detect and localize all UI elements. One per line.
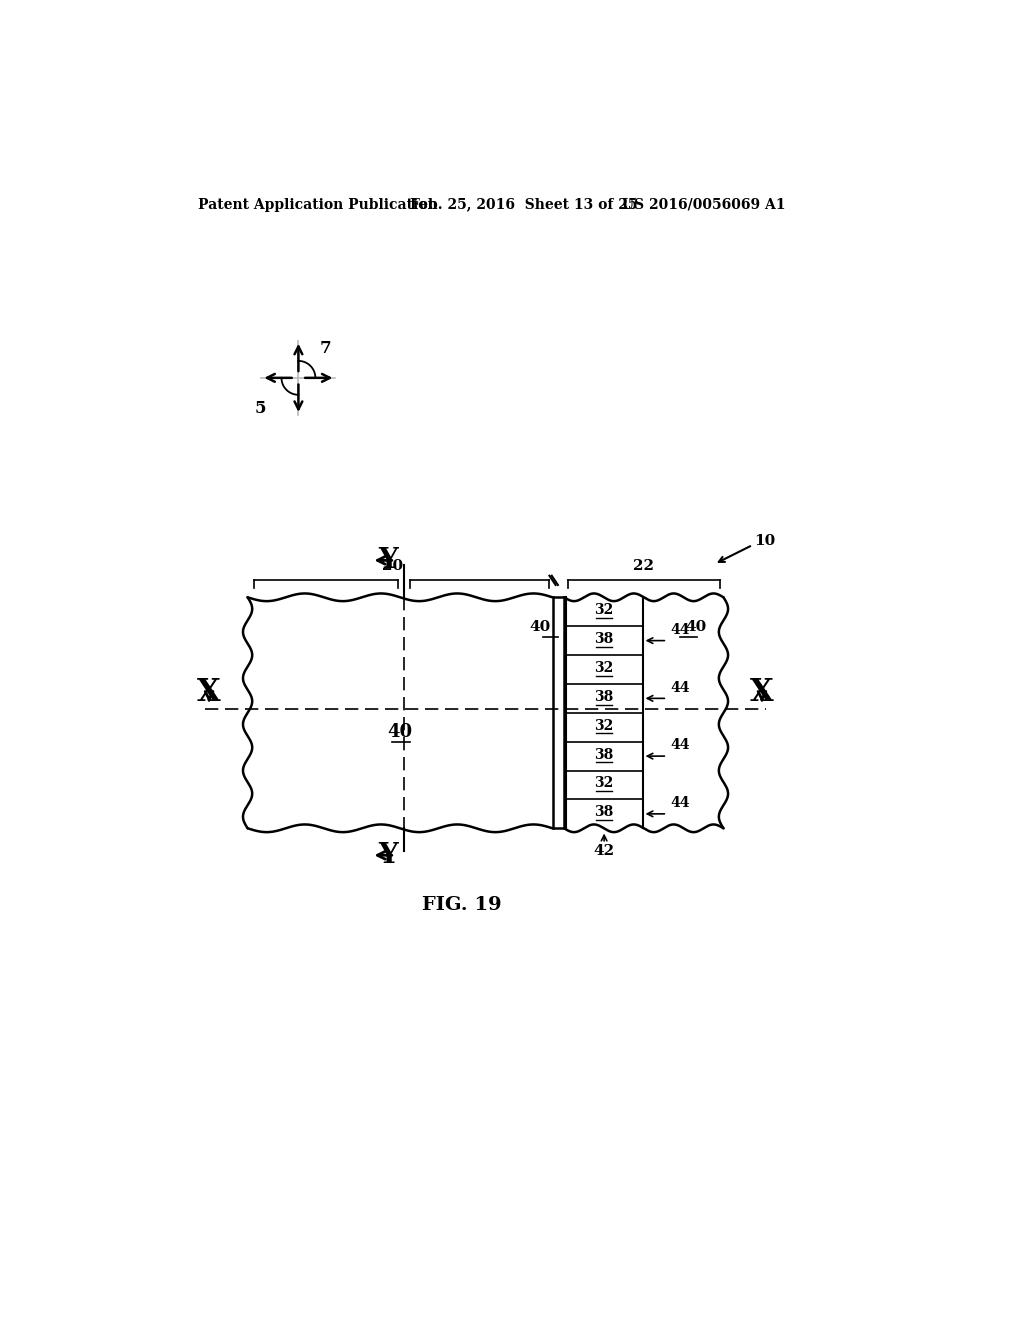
Text: FIG. 19: FIG. 19 <box>422 896 502 915</box>
Text: 10: 10 <box>755 535 775 548</box>
Text: 38: 38 <box>595 690 613 704</box>
Text: 38: 38 <box>595 747 613 762</box>
Text: 40: 40 <box>387 723 413 741</box>
Text: X: X <box>198 677 221 708</box>
Text: 38: 38 <box>595 805 613 820</box>
Text: Y: Y <box>378 842 397 869</box>
Text: 32: 32 <box>595 661 613 675</box>
Text: 20: 20 <box>382 558 402 573</box>
Text: 44: 44 <box>671 738 690 752</box>
Text: 44: 44 <box>671 796 690 810</box>
Text: 44: 44 <box>671 681 690 694</box>
Text: 32: 32 <box>595 603 613 618</box>
Text: 5: 5 <box>255 400 266 417</box>
Text: 22: 22 <box>633 558 654 573</box>
Text: Patent Application Publication: Patent Application Publication <box>199 198 438 211</box>
Text: 42: 42 <box>594 845 614 858</box>
Text: Y: Y <box>378 546 397 574</box>
Text: 44: 44 <box>671 623 690 636</box>
Text: 32: 32 <box>595 776 613 791</box>
Text: US 2016/0056069 A1: US 2016/0056069 A1 <box>622 198 785 211</box>
Text: 40: 40 <box>685 619 707 634</box>
Text: 7: 7 <box>319 341 331 358</box>
Text: 38: 38 <box>595 632 613 645</box>
Text: X: X <box>751 677 774 708</box>
Text: 32: 32 <box>595 718 613 733</box>
Text: 40: 40 <box>529 619 550 634</box>
Text: Feb. 25, 2016  Sheet 13 of 25: Feb. 25, 2016 Sheet 13 of 25 <box>410 198 638 211</box>
